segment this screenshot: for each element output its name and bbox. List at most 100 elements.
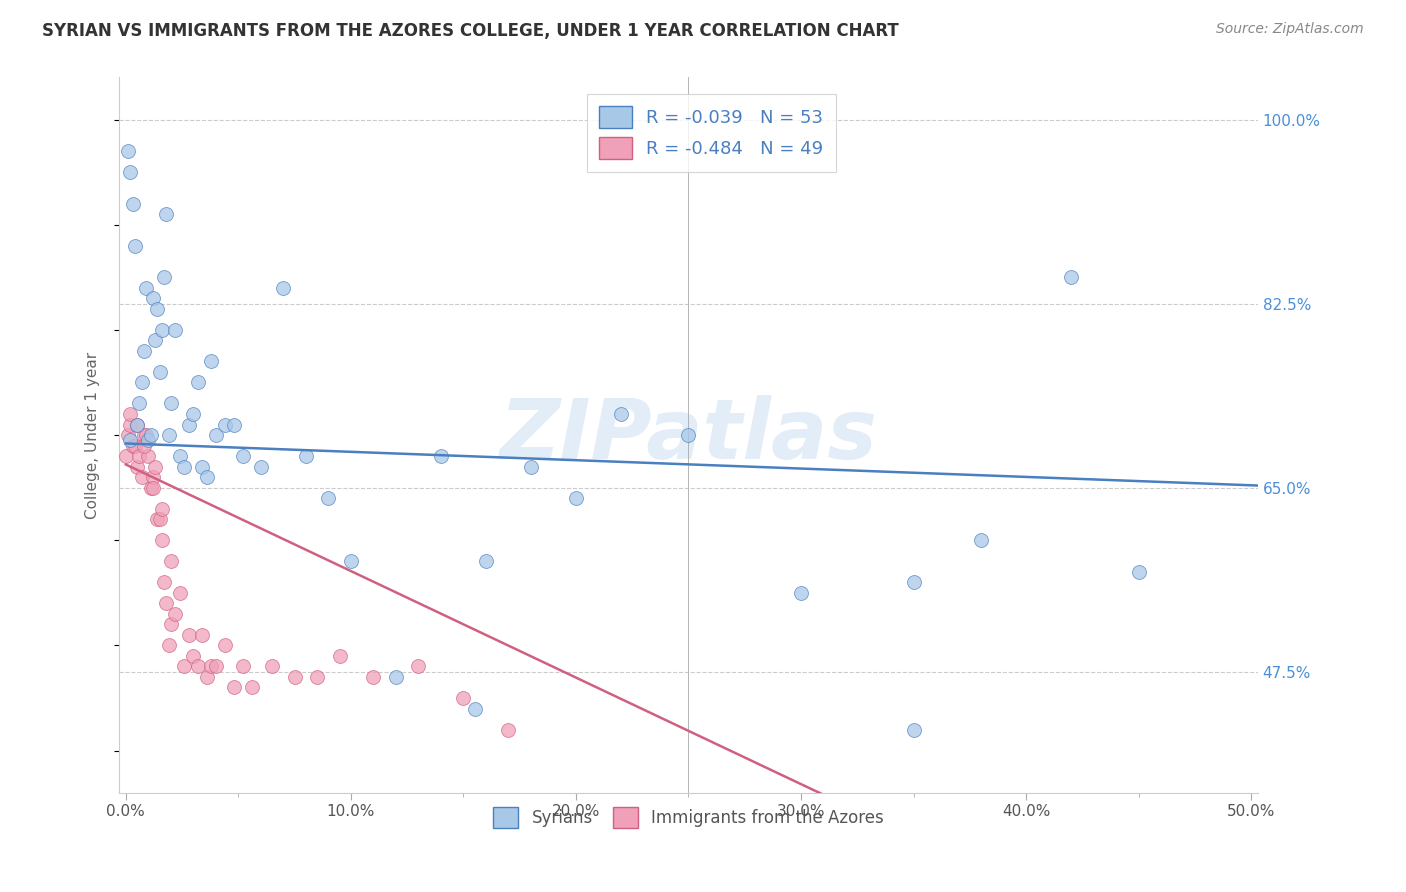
Point xyxy=(153,270,176,285)
Point xyxy=(131,376,153,390)
Point xyxy=(498,723,520,737)
Point xyxy=(153,575,176,590)
Point xyxy=(363,670,385,684)
Point xyxy=(187,376,209,390)
Point xyxy=(262,659,284,673)
Point xyxy=(120,417,142,432)
Point xyxy=(273,281,295,295)
Point xyxy=(125,417,148,432)
Point xyxy=(1060,270,1083,285)
Point xyxy=(181,407,204,421)
Point xyxy=(250,459,273,474)
Point xyxy=(177,417,200,432)
Point xyxy=(205,428,228,442)
Point xyxy=(222,681,245,695)
Point xyxy=(232,659,254,673)
Point xyxy=(232,449,254,463)
Point xyxy=(295,449,318,463)
Point xyxy=(139,481,162,495)
Point xyxy=(173,659,195,673)
Point xyxy=(117,428,139,442)
Point xyxy=(790,586,813,600)
Point xyxy=(121,439,143,453)
Point xyxy=(200,354,222,368)
Point xyxy=(150,323,173,337)
Point xyxy=(169,586,191,600)
Point xyxy=(120,434,142,448)
Point xyxy=(165,607,187,621)
Point xyxy=(191,459,214,474)
Point xyxy=(159,617,181,632)
Point xyxy=(430,449,453,463)
Point xyxy=(142,291,165,305)
Point xyxy=(903,575,925,590)
Point xyxy=(136,434,159,448)
Point xyxy=(222,417,245,432)
Point xyxy=(143,334,166,348)
Point xyxy=(165,323,187,337)
Point xyxy=(120,165,142,179)
Point xyxy=(284,670,307,684)
Point xyxy=(1128,565,1150,579)
Point xyxy=(121,196,143,211)
Point xyxy=(240,681,263,695)
Point xyxy=(903,723,925,737)
Point xyxy=(610,407,633,421)
Point xyxy=(177,628,200,642)
Point xyxy=(142,481,165,495)
Point xyxy=(117,144,139,158)
Point xyxy=(195,670,218,684)
Point xyxy=(139,428,162,442)
Text: ZIPatlas: ZIPatlas xyxy=(499,394,877,475)
Point xyxy=(200,659,222,673)
Point xyxy=(155,207,177,221)
Point xyxy=(120,407,142,421)
Point xyxy=(155,596,177,610)
Point xyxy=(214,417,236,432)
Point xyxy=(159,554,181,568)
Point xyxy=(307,670,329,684)
Point xyxy=(132,343,155,358)
Point xyxy=(187,659,209,673)
Point xyxy=(124,439,146,453)
Point xyxy=(114,449,136,463)
Point xyxy=(124,238,146,252)
Point xyxy=(128,396,150,410)
Point xyxy=(150,533,173,548)
Text: SYRIAN VS IMMIGRANTS FROM THE AZORES COLLEGE, UNDER 1 YEAR CORRELATION CHART: SYRIAN VS IMMIGRANTS FROM THE AZORES COL… xyxy=(42,22,898,40)
Point xyxy=(385,670,408,684)
Point xyxy=(159,396,181,410)
Point xyxy=(143,459,166,474)
Point xyxy=(173,459,195,474)
Point xyxy=(565,491,588,505)
Point xyxy=(148,512,170,526)
Point xyxy=(318,491,340,505)
Point xyxy=(128,449,150,463)
Legend: Syrians, Immigrants from the Azores: Syrians, Immigrants from the Azores xyxy=(486,801,890,834)
Point xyxy=(125,417,148,432)
Point xyxy=(191,628,214,642)
Point xyxy=(157,428,180,442)
Point xyxy=(970,533,993,548)
Point xyxy=(150,501,173,516)
Point xyxy=(340,554,363,568)
Point xyxy=(453,691,475,706)
Point xyxy=(146,301,169,316)
Point xyxy=(475,554,498,568)
Point xyxy=(136,449,159,463)
Point xyxy=(408,659,430,673)
Point xyxy=(520,459,543,474)
Point xyxy=(464,701,486,715)
Point xyxy=(132,428,155,442)
Point xyxy=(214,639,236,653)
Point xyxy=(135,281,157,295)
Point xyxy=(205,659,228,673)
Point xyxy=(135,428,157,442)
Point xyxy=(146,512,169,526)
Text: Source: ZipAtlas.com: Source: ZipAtlas.com xyxy=(1216,22,1364,37)
Point xyxy=(329,648,352,663)
Point xyxy=(132,439,155,453)
Point xyxy=(678,428,700,442)
Point xyxy=(142,470,165,484)
Point xyxy=(195,470,218,484)
